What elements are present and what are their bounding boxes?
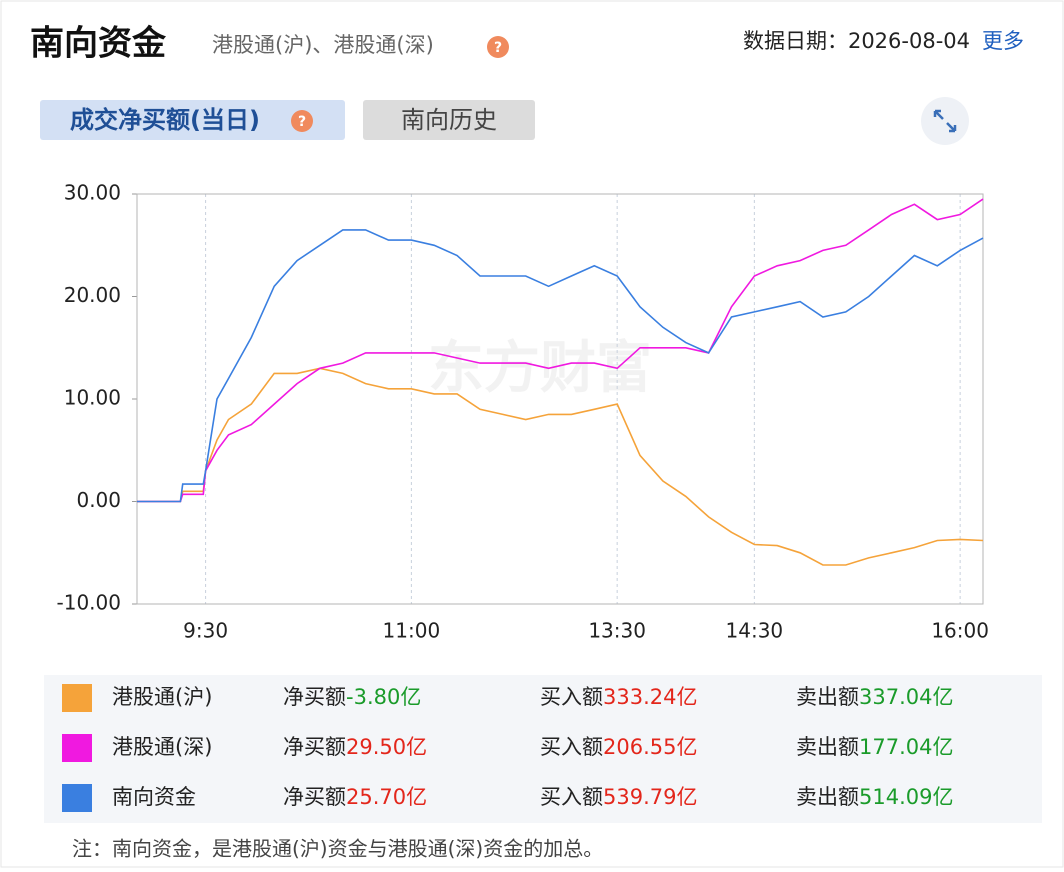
- net-label: 净买额: [283, 785, 346, 809]
- watermark: 东方财富: [428, 336, 652, 401]
- legend-label: 南向资金: [112, 785, 196, 809]
- more-link[interactable]: 更多: [982, 29, 1024, 53]
- legend-label: 港股通(沪): [112, 685, 212, 709]
- buy-value: 206.55亿: [603, 735, 697, 759]
- line: [137, 198, 984, 503]
- x-tick-label: 9:30: [183, 619, 228, 643]
- summary-cell: 卖出额337.04亿: [796, 685, 953, 709]
- legend-swatch: [62, 784, 92, 812]
- plot: 东方财富 9:30 11:00 13:30 14:30 16:00 -10.00 0.00 10…: [57, 181, 989, 643]
- help-icon-mark: ?: [298, 114, 306, 130]
- summary-cell: 买入额206.55亿: [540, 735, 697, 759]
- y-tick-label: 10.00: [64, 386, 121, 410]
- line: [137, 367, 984, 566]
- buy-value: 333.24亿: [603, 685, 697, 709]
- tab-label: 成交净买额(当日): [70, 106, 260, 134]
- summary-table: 港股通(沪) 净买额-3.80亿 买入额333.24亿 卖出额337.04亿港股通(深…: [44, 675, 1042, 823]
- summary-cell: 卖出额177.04亿: [796, 735, 953, 759]
- sell-label: 卖出额: [796, 685, 859, 709]
- net-value: -3.80亿: [346, 685, 421, 709]
- help-icon[interactable]: [291, 110, 313, 132]
- net-label: 净买额: [283, 735, 346, 759]
- sell-value: 337.04亿: [859, 685, 953, 709]
- summary-cell: 卖出额514.09亿: [796, 785, 953, 809]
- expand-button[interactable]: [921, 97, 969, 145]
- net-label: 净买额: [283, 685, 346, 709]
- net-value: 29.50亿: [346, 735, 427, 759]
- sell-value: 177.04亿: [859, 735, 953, 759]
- expand-icon: [933, 109, 957, 133]
- legend-label: 港股通(深): [112, 735, 212, 759]
- tab[interactable]: [363, 100, 535, 140]
- y-tick-label: 30.00: [64, 181, 121, 205]
- table-bg: [44, 675, 1042, 823]
- y-tick-label: 0.00: [76, 488, 121, 512]
- summary-cell: 净买额-3.80亿: [283, 685, 421, 709]
- buy-label: 买入额: [540, 785, 603, 809]
- note: 注：南向资金，是港股通(沪)资金与港股通(深)资金的加总。: [72, 837, 603, 861]
- tab-active[interactable]: [40, 100, 345, 140]
- tab-label: 南向历史: [401, 106, 497, 134]
- help-icon-mark: ?: [494, 40, 502, 56]
- buy-label: 买入额: [540, 735, 603, 759]
- x-tick-label: 14:30: [726, 619, 784, 643]
- subtitle: 港股通(沪)、港股通(深): [212, 33, 434, 57]
- help-icon[interactable]: [487, 36, 509, 58]
- x-tick-label: 16:00: [931, 619, 989, 643]
- sell-label: 卖出额: [796, 735, 859, 759]
- line: [137, 229, 984, 503]
- title: 南向资金: [30, 24, 167, 64]
- summary-cell: 净买额25.70亿: [283, 785, 427, 809]
- legend-swatch: [62, 684, 92, 712]
- summary-cell: 净买额29.50亿: [283, 735, 427, 759]
- x-tick-label: 13:30: [588, 619, 646, 643]
- buy-label: 买入额: [540, 685, 603, 709]
- net-value: 25.70亿: [346, 785, 427, 809]
- summary-cell: 买入额539.79亿: [540, 785, 697, 809]
- date-label: 数据日期：: [743, 29, 848, 53]
- sell-value: 514.09亿: [859, 785, 953, 809]
- y-tick-label: 20.00: [64, 283, 121, 307]
- buy-value: 539.79亿: [603, 785, 697, 809]
- date: 2026-08-04: [848, 29, 970, 53]
- plot-frame: [136, 193, 984, 605]
- x-tick-label: 11:00: [383, 619, 441, 643]
- sell-label: 卖出额: [796, 785, 859, 809]
- legend-swatch: [62, 734, 92, 762]
- date-line: 数据日期：2026-08-04: [743, 29, 970, 53]
- summary-cell: 买入额333.24亿: [540, 685, 697, 709]
- y-tick-label: -10.00: [57, 591, 121, 615]
